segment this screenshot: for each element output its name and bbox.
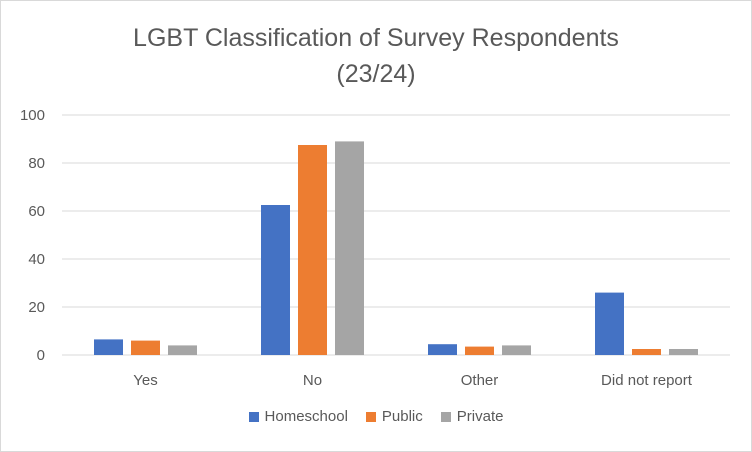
bar-public-yes — [131, 340, 160, 355]
legend-swatch-homeschool — [248, 411, 259, 422]
legend-item-homeschool: Homeschool — [248, 408, 348, 425]
legend-label-homeschool: Homeschool — [264, 408, 348, 425]
x-tick-label-other: Other — [461, 372, 499, 389]
legend-item-private: Private — [440, 408, 504, 425]
y-tick-label-0: 0 — [37, 347, 45, 364]
legend-label-private: Private — [456, 408, 504, 425]
y-tick-label-40: 40 — [28, 251, 45, 268]
bar-private-did-not-report — [669, 349, 698, 355]
x-tick-label-yes: Yes — [133, 372, 157, 389]
bar-private-yes — [168, 345, 197, 355]
legend-swatch-private — [440, 411, 451, 422]
y-tick-label-100: 100 — [20, 107, 45, 124]
bar-public-other — [465, 346, 494, 355]
y-tick-label-20: 20 — [28, 299, 45, 316]
bar-homeschool-other — [428, 344, 457, 355]
bar-private-no — [335, 141, 364, 355]
y-tick-label-60: 60 — [28, 203, 45, 220]
legend-item-public: Public — [365, 408, 423, 425]
chart-legend: Homeschool Public Private — [0, 408, 752, 425]
bar-homeschool-did-not-report — [595, 292, 624, 355]
x-tick-label-no: No — [303, 372, 322, 389]
bar-homeschool-no — [261, 205, 290, 355]
legend-swatch-public — [365, 411, 376, 422]
x-tick-label-did-not-report: Did not report — [601, 372, 693, 389]
bar-public-no — [298, 145, 327, 355]
bar-private-other — [502, 345, 531, 355]
chart-title-line-1: LGBT Classification of Survey Respondent… — [133, 24, 619, 52]
chart-title-line-2: (23/24) — [336, 60, 416, 88]
bar-public-did-not-report — [632, 349, 661, 355]
legend-label-public: Public — [381, 408, 423, 425]
bar-homeschool-yes — [94, 339, 123, 355]
y-tick-label-80: 80 — [28, 155, 45, 172]
